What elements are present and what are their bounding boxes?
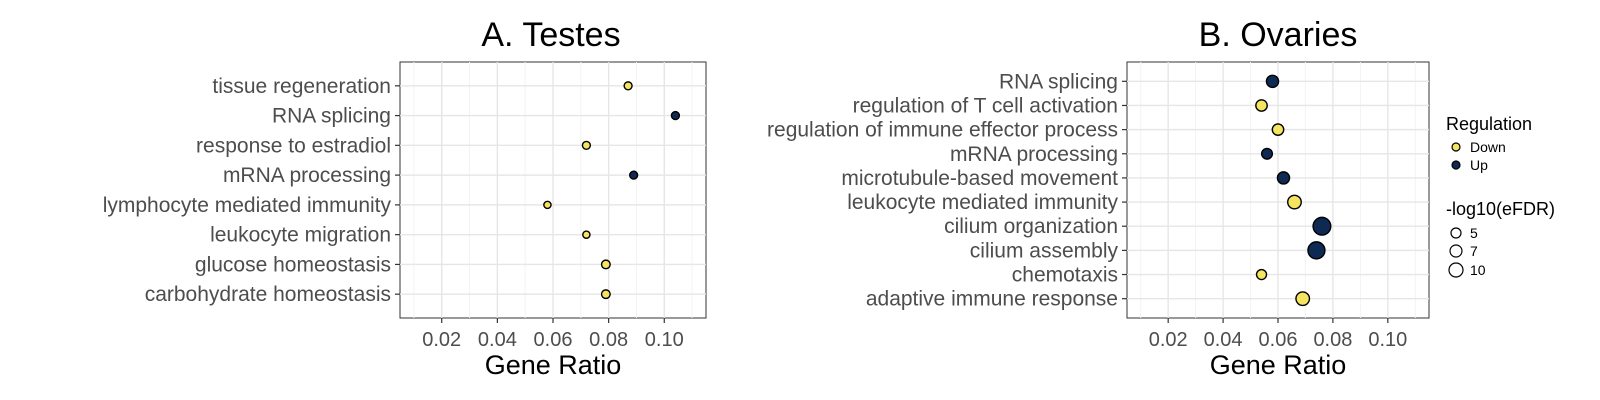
ovaries-point-up bbox=[1260, 147, 1274, 160]
testes-panel: A. Testes tissue regeneration RNA splicin… bbox=[103, 16, 707, 380]
testes-category-label: lymphocyte mediated immunity bbox=[103, 194, 392, 217]
testes-category-label: carbohydrate homeostasis bbox=[145, 283, 391, 306]
ovaries-category-label: cilium assembly bbox=[970, 239, 1119, 262]
testes-grid bbox=[400, 62, 706, 318]
efdr-legend-title: -log10(eFDR) bbox=[1446, 199, 1555, 219]
ovaries-category-label: chemotaxis bbox=[1012, 264, 1118, 287]
ovaries-category-label: cilium organization bbox=[944, 215, 1118, 238]
ovaries-point-down bbox=[1295, 291, 1311, 307]
testes-x-tick-label: 0.10 bbox=[645, 329, 684, 351]
testes-category-label: mRNA processing bbox=[223, 164, 391, 187]
testes-point-down bbox=[581, 140, 592, 150]
testes-point-up bbox=[629, 170, 639, 180]
ovaries-category-label: RNA splicing bbox=[999, 70, 1118, 93]
testes-point-down bbox=[623, 81, 633, 91]
ovaries-x-axis-label: Gene Ratio bbox=[1210, 350, 1347, 380]
ovaries-points bbox=[1255, 74, 1332, 307]
testes-point-down bbox=[582, 230, 591, 239]
ovaries-x-tick-label: 0.10 bbox=[1368, 329, 1407, 351]
ovaries-title: B. Ovaries bbox=[1199, 16, 1358, 54]
legend: Regulation Down Up -log10(eFDR) 5 7 10 bbox=[1446, 114, 1555, 278]
testes-x-axis-label: Gene Ratio bbox=[485, 350, 622, 380]
ovaries-x-tick-label: 0.02 bbox=[1149, 329, 1188, 351]
ovaries-point-up bbox=[1307, 241, 1326, 260]
ovaries-point-up bbox=[1265, 74, 1280, 89]
ovaries-x-ticks: 0.02 0.04 0.06 0.08 0.10 bbox=[1149, 318, 1407, 351]
efdr-size-10-label: 10 bbox=[1470, 262, 1486, 278]
regulation-legend-title: Regulation bbox=[1446, 114, 1532, 134]
ovaries-point-down bbox=[1271, 123, 1285, 137]
regulation-up-label: Up bbox=[1470, 157, 1488, 173]
testes-category-label: tissue regeneration bbox=[212, 75, 391, 98]
efdr-size-7-label: 7 bbox=[1470, 243, 1478, 259]
efdr-size-10-swatch bbox=[1448, 262, 1464, 278]
ovaries-point-up bbox=[1312, 216, 1332, 236]
ovaries-point-up bbox=[1276, 171, 1291, 185]
testes-x-tick-label: 0.06 bbox=[534, 329, 573, 351]
ovaries-x-tick-label: 0.04 bbox=[1204, 329, 1243, 351]
testes-x-tick-label: 0.04 bbox=[478, 329, 517, 351]
testes-point-down bbox=[600, 259, 611, 270]
testes-category-label: RNA splicing bbox=[272, 105, 391, 128]
regulation-down-swatch bbox=[1451, 142, 1461, 152]
testes-category-labels: tissue regeneration RNA splicing response … bbox=[103, 75, 400, 306]
testes-x-ticks: 0.02 0.04 0.06 0.08 0.10 bbox=[422, 318, 684, 351]
testes-point-up bbox=[670, 110, 681, 121]
testes-point-down bbox=[543, 200, 552, 210]
ovaries-category-label: regulation of T cell activation bbox=[853, 94, 1118, 117]
testes-category-label: leukocyte migration bbox=[210, 224, 391, 247]
efdr-size-7-swatch bbox=[1449, 244, 1463, 258]
testes-x-tick-label: 0.08 bbox=[589, 329, 628, 351]
ovaries-category-label: microtubule-based movement bbox=[841, 167, 1118, 190]
regulation-up-swatch bbox=[1451, 160, 1461, 170]
ovaries-category-label: leukocyte mediated immunity bbox=[847, 191, 1118, 214]
regulation-down-label: Down bbox=[1470, 139, 1506, 155]
testes-points bbox=[543, 81, 681, 300]
ovaries-grid bbox=[1127, 62, 1429, 318]
ovaries-category-label: regulation of immune effector process bbox=[767, 119, 1118, 142]
ovaries-category-label: mRNA processing bbox=[950, 143, 1118, 166]
testes-category-label: glucose homeostasis bbox=[195, 253, 391, 276]
ovaries-x-tick-label: 0.06 bbox=[1259, 329, 1298, 351]
ovaries-x-tick-label: 0.08 bbox=[1313, 329, 1352, 351]
efdr-size-5-label: 5 bbox=[1470, 225, 1478, 241]
ovaries-point-down bbox=[1255, 99, 1268, 112]
efdr-size-5-swatch bbox=[1450, 227, 1462, 239]
ovaries-category-label: adaptive immune response bbox=[866, 288, 1118, 311]
testes-point-down bbox=[600, 289, 611, 300]
ovaries-point-down bbox=[1255, 268, 1268, 281]
ovaries-point-down bbox=[1287, 194, 1302, 210]
testes-category-label: response to estradiol bbox=[196, 134, 391, 157]
testes-title: A. Testes bbox=[481, 16, 620, 54]
testes-x-tick-label: 0.02 bbox=[422, 329, 461, 351]
